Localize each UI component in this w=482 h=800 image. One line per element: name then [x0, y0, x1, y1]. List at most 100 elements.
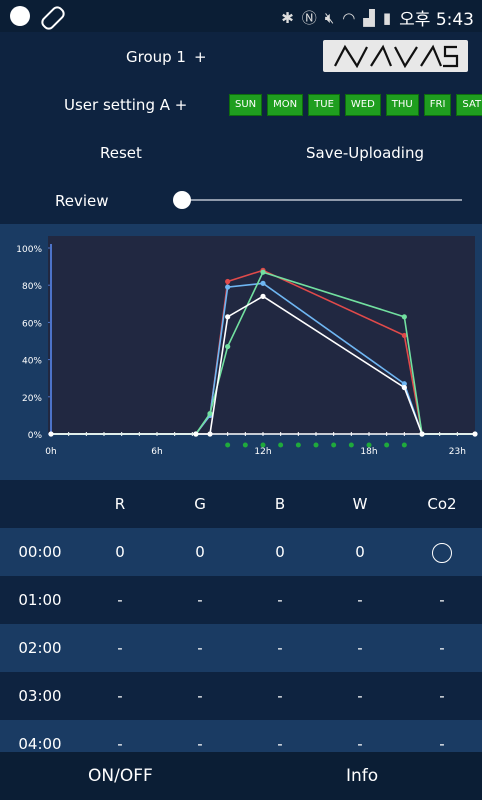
table-row[interactable]: 02:00 - - - - -	[0, 624, 482, 672]
co2-toggle[interactable]	[410, 528, 474, 576]
series-point[interactable]	[401, 381, 407, 387]
cell-b: 0	[275, 543, 285, 561]
header-co2: Co2	[427, 495, 457, 513]
y-tick-label: 0%	[28, 431, 43, 441]
cell-b: -	[277, 639, 283, 657]
timeline-marker	[384, 442, 390, 448]
table-row[interactable]: 00:00 0 0 0 0	[0, 528, 482, 576]
bottom-bar: ON/OFF Info	[0, 752, 482, 800]
logo-mark	[333, 44, 458, 68]
review-label: Review	[55, 192, 109, 210]
y-tick-label: 40%	[22, 357, 42, 367]
series-point[interactable]	[260, 269, 266, 275]
day-wed-button[interactable]: WED	[344, 94, 381, 116]
series-line-2	[51, 271, 475, 435]
status-right: ✱ Ⓝ 🔇︎ ◠ ▟ ▮ 오후 5:43	[281, 5, 474, 31]
x-tick-label: 23h	[449, 447, 466, 457]
control-header: Group 1 + User setting A + SUN MON TUE W…	[0, 32, 482, 224]
timeline-marker	[331, 442, 337, 448]
timeline-marker	[225, 442, 231, 448]
table-row[interactable]: 01:00 - - - - -	[0, 576, 482, 624]
day-selector: SUN MON TUE WED THU FRI SAT	[229, 94, 482, 116]
review-slider-track[interactable]	[182, 199, 462, 201]
wifi-icon: ◠	[342, 8, 356, 27]
cell-w: 0	[355, 543, 365, 561]
series-point[interactable]	[193, 431, 199, 437]
series-point[interactable]	[225, 278, 231, 285]
battery-icon: ▮	[382, 8, 392, 27]
series-point[interactable]	[472, 431, 478, 437]
cell-g: -	[197, 735, 203, 752]
series-point[interactable]	[401, 314, 407, 320]
circle-icon	[432, 542, 452, 563]
circle-icon	[10, 6, 30, 26]
table-row[interactable]: 03:00 - - - - -	[0, 672, 482, 720]
row-time: 02:00	[18, 639, 62, 657]
timeline-marker	[366, 442, 372, 448]
x-tick-label: 6h	[151, 447, 162, 457]
y-tick-label: 100%	[16, 245, 42, 255]
day-mon-button[interactable]: MON	[267, 94, 304, 116]
day-sat-button[interactable]: SAT	[456, 94, 482, 116]
group-label[interactable]: Group 1	[126, 48, 186, 66]
x-tick-label: 12h	[254, 447, 271, 457]
x-tick-label: 18h	[360, 447, 377, 457]
save-uploading-button[interactable]: Save-Uploading	[306, 144, 424, 162]
header-b: B	[274, 495, 286, 513]
cell-co2: -	[439, 591, 445, 609]
brand-logo	[323, 40, 468, 72]
y-tick-label: 80%	[22, 282, 42, 292]
series-point[interactable]	[260, 280, 266, 286]
cell-g: -	[197, 639, 203, 657]
cell-w: -	[357, 639, 363, 657]
series-point[interactable]	[225, 314, 231, 320]
day-fri-button[interactable]: FRI	[423, 94, 452, 116]
day-thu-button[interactable]: THU	[385, 94, 419, 116]
add-group-button[interactable]: +	[194, 48, 207, 66]
schedule-table: R G B W Co2 00:00 0 0 0 0 01:00 - - - - …	[0, 480, 482, 752]
row-time: 01:00	[18, 591, 62, 609]
cell-r: 0	[115, 543, 125, 561]
series-point[interactable]	[207, 410, 213, 417]
cell-co2: -	[439, 639, 445, 657]
row-time: 04:00	[18, 735, 62, 752]
y-tick-label: 60%	[22, 319, 42, 329]
timeline-marker	[278, 442, 284, 448]
series-point[interactable]	[401, 384, 407, 391]
info-button[interactable]: Info	[346, 766, 379, 786]
series-point[interactable]	[419, 431, 425, 437]
nfc-icon: Ⓝ	[301, 9, 317, 27]
header-w: W	[352, 495, 368, 513]
header-g: G	[194, 495, 206, 513]
table-row[interactable]: 04:00 - - - - -	[0, 720, 482, 752]
cell-g: -	[197, 591, 203, 609]
series-point[interactable]	[225, 284, 231, 290]
status-left	[10, 3, 68, 33]
status-bar: ✱ Ⓝ 🔇︎ ◠ ▟ ▮ 오후 5:43	[0, 0, 482, 33]
row-time: 00:00	[18, 543, 62, 561]
cell-co2: -	[439, 687, 445, 705]
series-point[interactable]	[225, 343, 231, 350]
timeline-marker	[313, 442, 319, 448]
cell-b: -	[277, 687, 283, 705]
cell-b: -	[277, 591, 283, 609]
onoff-button[interactable]: ON/OFF	[88, 766, 153, 786]
cell-r: -	[117, 591, 123, 609]
schedule-chart: 100% 80% 60% 40% 20% 0% 0h 6h 12h 18h 23h	[0, 224, 482, 480]
day-sun-button[interactable]: SUN	[229, 94, 263, 116]
series-point[interactable]	[401, 332, 407, 339]
series-point[interactable]	[207, 431, 213, 437]
day-tue-button[interactable]: TUE	[308, 94, 340, 116]
series-point[interactable]	[260, 293, 266, 299]
review-slider-thumb[interactable]	[173, 191, 191, 209]
timeline-marker	[242, 442, 248, 448]
reset-button[interactable]: Reset	[100, 144, 142, 162]
x-tick-label: 0h	[45, 447, 56, 457]
schedule-chart-svg: 100% 80% 60% 40% 20% 0% 0h 6h 12h 18h 23h	[16, 236, 478, 457]
series-point[interactable]	[48, 431, 54, 437]
status-time: 오후 5:43	[399, 10, 474, 30]
timeline-marker	[295, 442, 301, 448]
user-setting-label[interactable]: User setting A +	[64, 96, 188, 114]
signal-icon: ▟	[363, 8, 375, 27]
cell-r: -	[117, 687, 123, 705]
